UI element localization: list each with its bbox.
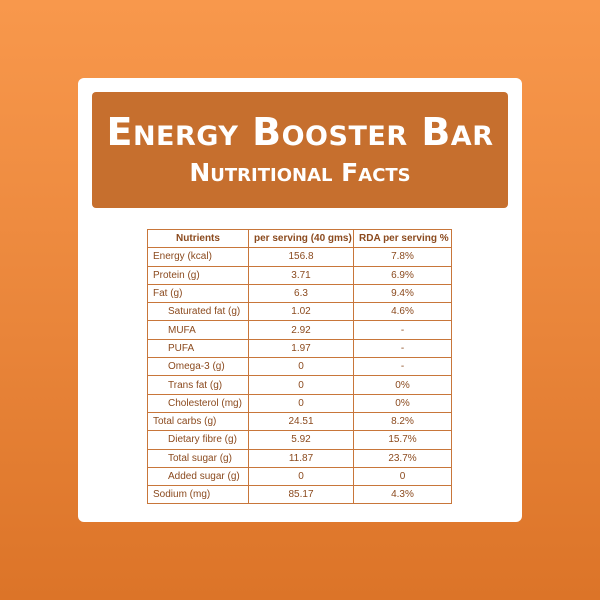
- nutrient-name: Added sugar (g): [147, 466, 249, 487]
- nutrient-name: Fat (g): [147, 283, 249, 304]
- cell-value: 4.3%: [353, 485, 452, 505]
- nutrient-name: MUFA: [147, 320, 249, 340]
- table-row: Energy (kcal) 156.8 7.8%: [147, 247, 452, 267]
- nutrient-name: Sodium (mg): [147, 485, 249, 505]
- table-row: Trans fat (g) 0 0%: [147, 375, 452, 395]
- title: Energy Booster Bar: [106, 110, 494, 154]
- cell-value: 4.6%: [353, 302, 452, 322]
- cell-value: 23.7%: [353, 448, 452, 468]
- cell-value: 6.3: [248, 283, 354, 304]
- table-row: Fat (g) 6.3 9.4%: [147, 283, 452, 304]
- nutrient-name: Saturated fat (g): [147, 302, 249, 322]
- nutrition-table: Nutrients per serving (40 gms) RDA per ser…: [147, 228, 452, 505]
- table-row: Omega-3 (g) 0-: [147, 357, 452, 377]
- cell-value: 24.51: [248, 411, 354, 432]
- cell-value: -: [353, 320, 452, 340]
- nutrient-name: Omega-3 (g): [147, 357, 249, 377]
- cell-value: 156.8: [248, 247, 354, 267]
- nutrient-name: Trans fat (g): [147, 375, 249, 395]
- cell-value: 0%: [353, 375, 452, 395]
- cell-value: 7.8%: [353, 247, 452, 267]
- cell-value: -: [353, 357, 452, 377]
- cell-value: 5.92: [248, 430, 354, 450]
- table-row: Total sugar (g) 11.87 23.7%: [147, 448, 452, 468]
- header-row: Nutrients per serving (40 gms) RDA per ser…: [147, 228, 452, 249]
- table-row: Protein (g) 3.71 6.9%: [147, 265, 452, 285]
- table-row: MUFA 2.92-: [147, 320, 452, 340]
- cell-value: 0: [353, 466, 452, 487]
- cell-value: 0: [248, 393, 354, 413]
- cell-value: 8.2%: [353, 411, 452, 432]
- table-row: Saturated fat (g) 1.02 4.6%: [147, 302, 452, 322]
- cell-value: -: [353, 338, 452, 359]
- nutrient-name: Total sugar (g): [147, 448, 249, 468]
- table-row: Sodium (mg) 85.17 4.3%: [147, 485, 452, 505]
- table-row: Dietary fibre (g) 5.92 15.7%: [147, 430, 452, 450]
- table-row: PUFA 1.97-: [147, 338, 452, 359]
- table-row: Total carbs (g) 24.51 8.2%: [147, 411, 452, 432]
- nutrient-name: Dietary fibre (g): [147, 430, 249, 450]
- table-row: Added sugar (g) 0 0: [147, 466, 452, 487]
- nutrient-name: Energy (kcal): [147, 247, 249, 267]
- cell-value: 0%: [353, 393, 452, 413]
- cell-value: 1.97: [248, 338, 354, 359]
- cell-value: 0: [248, 375, 354, 395]
- column-header: RDA per serving %: [353, 228, 452, 249]
- nutrient-name: Total carbs (g): [147, 411, 249, 432]
- cell-value: 85.17: [248, 485, 354, 505]
- column-header: per serving (40 gms): [248, 228, 354, 249]
- cell-value: 9.4%: [353, 283, 452, 304]
- cell-value: 3.71: [248, 265, 354, 285]
- cell-value: 1.02: [248, 302, 354, 322]
- nutrient-name: Protein (g): [147, 265, 249, 285]
- nutrient-name: PUFA: [147, 338, 249, 359]
- table-row: Cholesterol (mg) 0 0%: [147, 393, 452, 413]
- cell-value: 6.9%: [353, 265, 452, 285]
- column-header: Nutrients: [147, 228, 249, 249]
- cell-value: 11.87: [248, 448, 354, 468]
- cell-value: 2.92: [248, 320, 354, 340]
- cell-value: 0: [248, 357, 354, 377]
- banner: Energy Booster Bar Nutritional Facts: [92, 92, 508, 208]
- card: Energy Booster Bar Nutritional Facts Nut…: [78, 78, 522, 522]
- cell-value: 15.7%: [353, 430, 452, 450]
- nutrient-name: Cholesterol (mg): [147, 393, 249, 413]
- cell-value: 0: [248, 466, 354, 487]
- subtitle: Nutritional Facts: [189, 158, 411, 187]
